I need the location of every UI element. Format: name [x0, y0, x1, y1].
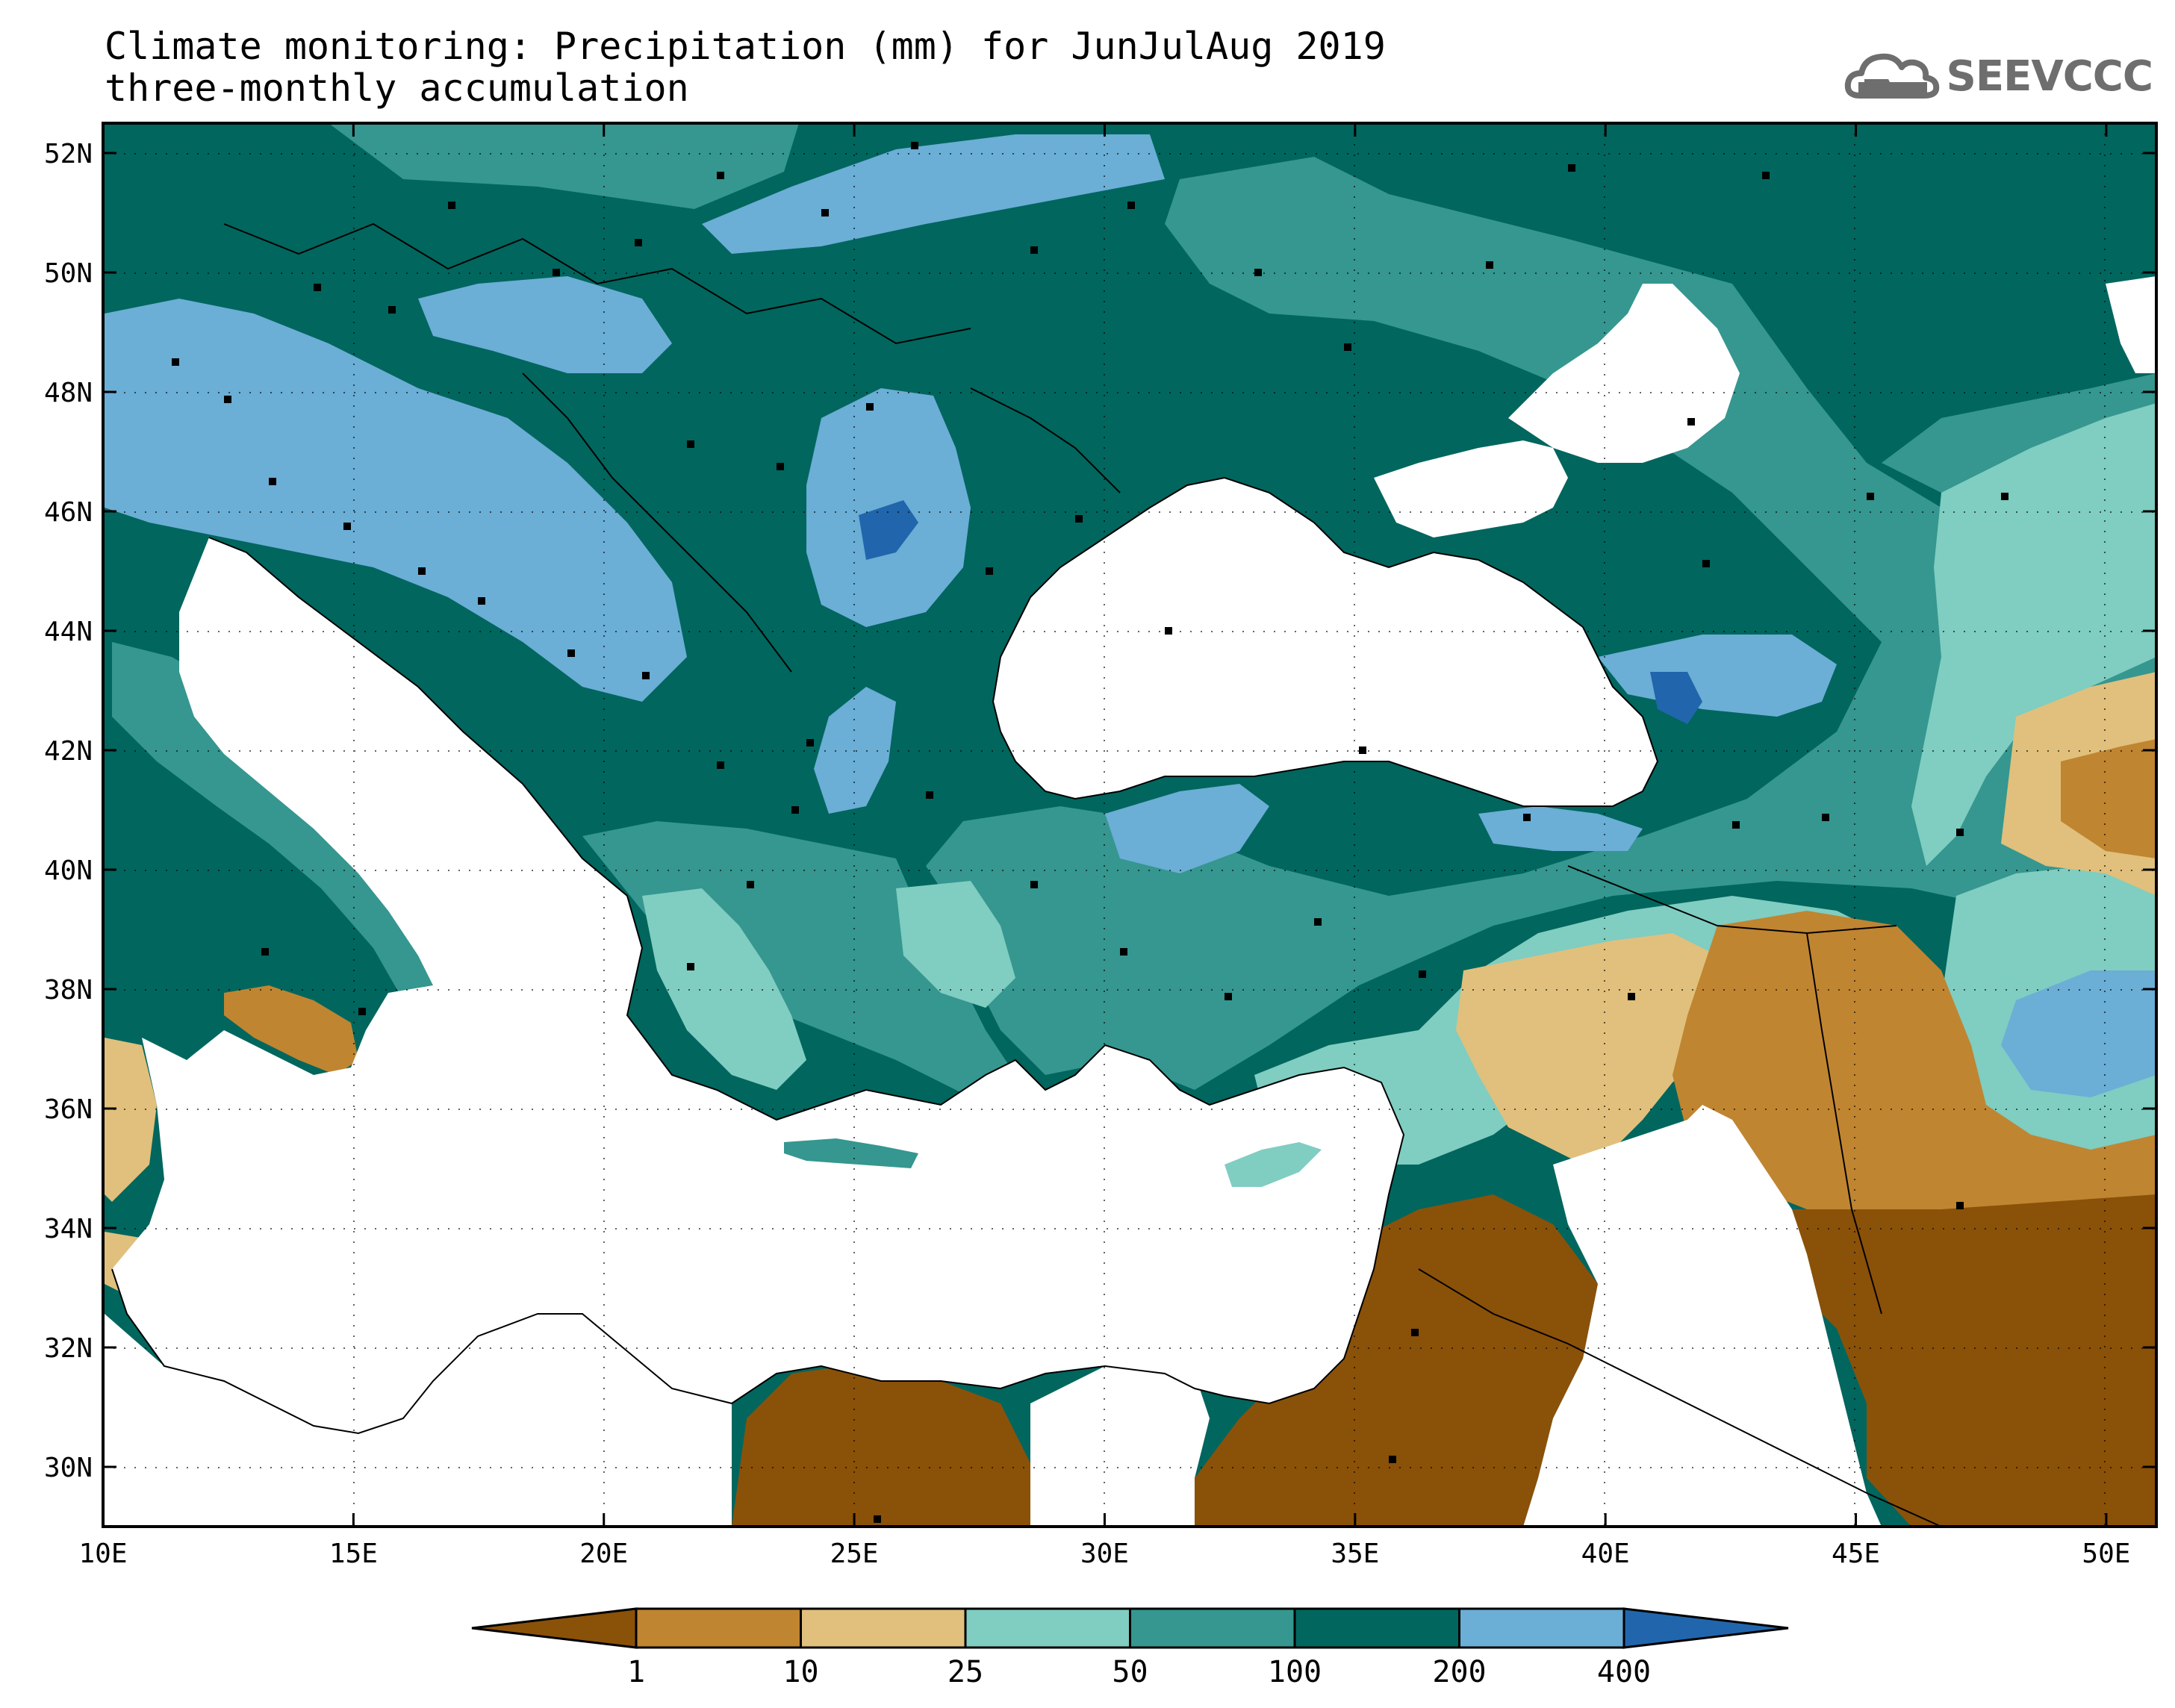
lon-tick-label: 30E — [1080, 1539, 1129, 1569]
cloud-icon — [1844, 53, 1939, 99]
field-lt1-levant — [1195, 1194, 1598, 1527]
lon-tick-label: 50E — [2082, 1539, 2130, 1569]
latitude-axis: 30N 32N 34N 36N 38N 40N 42N 44N 46N 48N 50N 52N — [44, 139, 2156, 1483]
seevccc-logo: SEEVCCC — [1843, 46, 2153, 106]
field-200-400-poland — [702, 134, 1165, 254]
field-gt400-georgia — [1650, 672, 1702, 724]
lat-tick-label: 36N — [44, 1094, 93, 1125]
logo-text: SEEVCCC — [1946, 52, 2153, 101]
lat-tick-label: 30N — [44, 1453, 93, 1483]
gridlines — [103, 123, 2156, 1527]
lon-tick-label: 20E — [579, 1539, 628, 1569]
station-markers — [172, 142, 2008, 1523]
field-10-25-syria — [1456, 933, 1747, 1165]
colorbar: 1 10 25 50 100 200 400 — [471, 1607, 1789, 1689]
colorbar-box — [1293, 1607, 1460, 1649]
nodata-northeast — [2106, 276, 2156, 373]
field-50-100-north — [329, 123, 799, 209]
colorbar-lower-triangle — [471, 1607, 638, 1649]
field-25-50-greece — [642, 888, 806, 1090]
coastlines-borders — [111, 222, 1942, 1527]
nodata-north-africa — [105, 1314, 732, 1527]
colorbar-level-label: 25 — [948, 1655, 983, 1689]
lat-tick-label: 44N — [44, 617, 93, 647]
map-subtitle: three-monthly accumulation — [105, 66, 689, 110]
lat-tick-label: 40N — [44, 855, 93, 886]
colorbar-level-label: 1 — [627, 1655, 645, 1689]
field-200-400-bohemia — [418, 276, 672, 373]
lat-tick-label: 38N — [44, 975, 93, 1006]
lat-tick-label: 42N — [44, 736, 93, 767]
lon-tick-label: 10E — [78, 1539, 127, 1569]
map-title: Climate monitoring: Precipitation (mm) f… — [105, 25, 1386, 68]
field-1-10-mesopotamia — [1673, 911, 2156, 1209]
colorbar-level-label: 50 — [1112, 1655, 1148, 1689]
map-field — [103, 123, 2156, 1527]
nodata-volga — [1508, 284, 1740, 463]
colorbar-box — [1458, 1607, 1625, 1649]
lon-tick-label: 40E — [1581, 1539, 1630, 1569]
plot-frame — [102, 122, 2158, 1528]
field-25-50-caspian — [1911, 403, 2156, 866]
field-lt1-libya-egypt — [732, 1366, 1030, 1527]
lat-tick-label: 32N — [44, 1333, 93, 1364]
nodata-syria-desert — [1523, 1105, 1882, 1527]
colorbar-level-label: 200 — [1432, 1655, 1486, 1689]
lat-tick-label: 48N — [44, 378, 93, 408]
island-cyprus — [1225, 1142, 1322, 1187]
lon-tick-label: 45E — [1832, 1539, 1880, 1569]
lon-tick-label: 15E — [329, 1539, 378, 1569]
colorbar-upper-triangle — [1622, 1607, 1789, 1649]
field-200-400-caspian — [2001, 970, 2156, 1097]
colorbar-level-label: 100 — [1268, 1655, 1322, 1689]
field-gt400-carpathians — [859, 500, 918, 560]
field-200-400-alps — [105, 299, 687, 702]
longitude-axis: 10E 15E 20E 25E 30E 35E 40E 45E 50E — [78, 123, 2130, 1569]
field-200-400-turkey-nw — [1105, 784, 1269, 873]
lat-tick-label: 46N — [44, 497, 93, 528]
colorbar-box — [964, 1607, 1131, 1649]
island-crete — [784, 1138, 918, 1168]
lat-tick-label: 50N — [44, 258, 93, 289]
field-200-400-turkey-ne — [1478, 806, 1643, 851]
lon-tick-label: 35E — [1331, 1539, 1379, 1569]
colorbar-box — [635, 1607, 802, 1649]
field-1-10-sicily — [224, 985, 358, 1075]
colorbar-box — [1129, 1607, 1296, 1649]
field-10-25-tunisia — [105, 1038, 157, 1202]
field-1-10-iran-nw — [2061, 739, 2156, 858]
nodata-egypt-mid — [1030, 1366, 1210, 1527]
field-50-100-ukraine — [926, 157, 2156, 1090]
sea-mediterranean — [112, 537, 1404, 1433]
sea-black — [993, 478, 1658, 806]
colorbar-level-label: 10 — [782, 1655, 818, 1689]
colorbar-box — [800, 1607, 967, 1649]
sea-azov — [1374, 440, 1568, 537]
lat-tick-label: 34N — [44, 1214, 93, 1244]
colorbar-level-label: 400 — [1597, 1655, 1651, 1689]
field-25-50-turkey-sw — [896, 881, 1015, 1008]
lat-tick-label: 52N — [44, 139, 93, 169]
lon-tick-label: 25E — [830, 1539, 879, 1569]
